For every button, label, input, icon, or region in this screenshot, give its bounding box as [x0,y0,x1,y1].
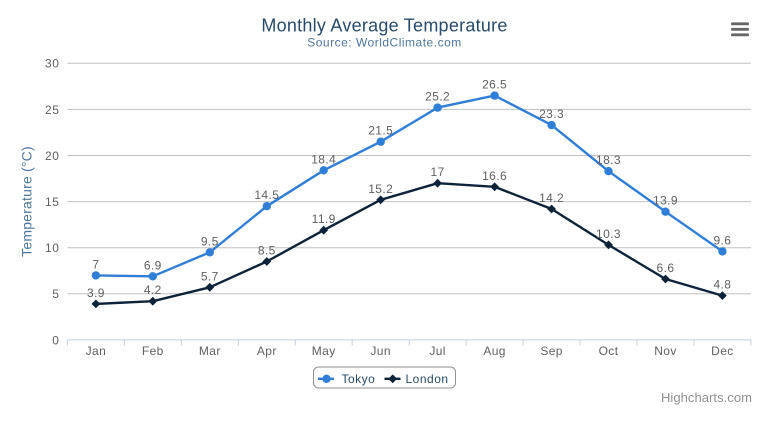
svg-text:10.3: 10.3 [596,227,621,241]
svg-text:18.3: 18.3 [596,153,621,167]
svg-text:5: 5 [52,287,59,301]
svg-text:0: 0 [52,333,59,347]
svg-text:Source: WorldClimate.com: Source: WorldClimate.com [307,36,462,50]
svg-text:London: London [406,372,449,386]
svg-text:11.9: 11.9 [312,212,336,226]
svg-text:3.9: 3.9 [87,286,105,300]
svg-text:20: 20 [45,149,60,163]
svg-text:5.7: 5.7 [201,269,219,283]
svg-text:13.9: 13.9 [653,194,678,208]
svg-text:Jul: Jul [429,344,446,358]
svg-text:May: May [312,344,336,358]
svg-text:15.2: 15.2 [368,182,393,196]
svg-text:8.5: 8.5 [258,244,276,258]
svg-text:Tokyo: Tokyo [342,372,376,386]
svg-text:Aug: Aug [483,344,506,358]
svg-text:23.3: 23.3 [539,107,564,121]
svg-text:10: 10 [45,241,60,255]
svg-text:9.6: 9.6 [713,233,731,247]
svg-text:15: 15 [45,195,60,209]
svg-text:Jun: Jun [370,344,391,358]
svg-text:9.5: 9.5 [201,234,219,248]
svg-text:6.6: 6.6 [657,261,675,275]
svg-text:14.2: 14.2 [539,191,564,205]
svg-text:25.2: 25.2 [425,90,450,104]
svg-text:Sep: Sep [540,344,563,358]
svg-text:6.9: 6.9 [144,258,162,272]
svg-text:Dec: Dec [711,344,734,358]
svg-text:26.5: 26.5 [482,78,507,92]
svg-text:14.5: 14.5 [254,188,279,202]
svg-text:Oct: Oct [599,344,619,358]
svg-text:30: 30 [45,57,60,71]
svg-text:Mar: Mar [199,344,221,358]
svg-text:21.5: 21.5 [368,124,393,138]
svg-text:Monthly Average Temperature: Monthly Average Temperature [261,16,507,36]
svg-text:16.6: 16.6 [482,169,507,183]
svg-text:4.8: 4.8 [713,278,731,292]
svg-text:Apr: Apr [257,344,277,358]
svg-text:Feb: Feb [142,344,164,358]
svg-text:25: 25 [45,103,60,117]
svg-text:Temperature (°C): Temperature (°C) [19,146,35,257]
svg-text:Nov: Nov [654,344,677,358]
svg-text:17: 17 [431,165,445,179]
svg-text:Highcharts.com: Highcharts.com [661,390,752,405]
svg-text:4.2: 4.2 [144,283,162,297]
svg-text:7: 7 [92,257,99,271]
svg-text:Jan: Jan [86,344,107,358]
svg-text:18.4: 18.4 [311,152,336,166]
